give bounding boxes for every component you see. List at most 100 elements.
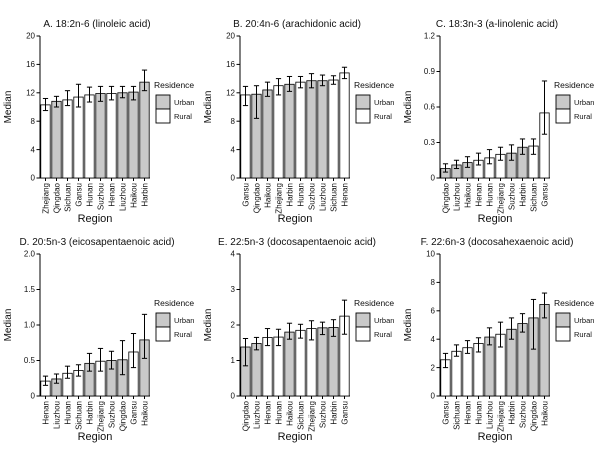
- category-label: Gansu: [340, 401, 349, 425]
- y-tick-label: 10: [426, 250, 435, 259]
- legend-title: Residence: [554, 80, 594, 90]
- y-tick-label: 3: [231, 285, 236, 294]
- y-tick-label: 20: [226, 32, 235, 41]
- bars: [240, 315, 350, 397]
- y-axis: 0 2 4 6 8 10: [426, 250, 441, 401]
- legend-key-urban: [155, 312, 171, 328]
- category-label: Hunan: [485, 183, 494, 207]
- category-label: Liuzhou: [252, 401, 261, 429]
- y-tick-label: 2: [231, 321, 236, 330]
- y-tick-label: 4: [231, 250, 236, 259]
- x-axis: Qingdao Liuzhou Haikou Henan Hunan Zhejiang Su…: [440, 177, 550, 214]
- bar-sichuan: [62, 99, 73, 179]
- category-label: Zhejiang: [274, 183, 283, 214]
- category-label: Liuzhou: [118, 183, 127, 211]
- category-label: Liuzhou: [318, 183, 327, 211]
- y-tick-label: 4: [431, 335, 436, 344]
- panel-b: B. 20:4n-6 (arachidonic acid) 0 4 8 12 16 20 Ga…: [200, 10, 400, 230]
- x-axis-label: Region: [78, 431, 113, 443]
- legend-key-urban: [355, 94, 371, 110]
- x-axis: Henan Liuzhou Hunan Sichuan Harbin Zhejiang Su…: [40, 395, 150, 432]
- panel-f: F. 22:6n-3 (docosahexaenoic acid) 0 2 4 6 8 10…: [400, 228, 600, 448]
- y-tick-label: 1.2: [424, 32, 436, 41]
- error-bars: [42, 69, 148, 112]
- bar-sichuan: [328, 79, 339, 179]
- category-label: Harbin: [285, 183, 294, 207]
- category-label: Haikou: [463, 183, 472, 208]
- chart-d: D. 20:5n-3 (eicosapentaenoic acid) 0 0.5 1.…: [3, 237, 194, 443]
- chart-b: B. 20:4n-6 (arachidonic acid) 0 4 8 12 16 20 Ga…: [203, 19, 394, 225]
- category-label: Harbin: [329, 401, 338, 425]
- x-axis: Zhejiang Qingdao Sichuan Gansu Hunan Suzhou He…: [40, 177, 150, 214]
- category-label: Harbin: [507, 401, 516, 425]
- y-tick-label: 0: [31, 392, 36, 401]
- bar-gansu: [240, 94, 251, 179]
- category-label: Sichuan: [529, 183, 538, 212]
- legend: Residence Urban Rural: [154, 298, 194, 342]
- y-axis: 0 4 8 12 16 20: [26, 32, 41, 183]
- y-tick-label: 4: [231, 145, 236, 154]
- x-axis-label: Region: [478, 213, 513, 225]
- category-label: Harbin: [85, 401, 94, 425]
- category-label: Henan: [107, 183, 116, 207]
- category-label: Suzhou: [518, 401, 527, 428]
- bar-liuzhou: [251, 343, 262, 397]
- bar-suzhou: [306, 80, 317, 179]
- y-axis-label: Median: [403, 309, 414, 342]
- bar-suzhou: [517, 323, 528, 397]
- y-tick-label: 2.0: [24, 250, 36, 259]
- category-label: Zhejiang: [496, 401, 505, 432]
- chart-title: A. 18:2n-6 (linoleic acid): [43, 19, 150, 30]
- category-label: Liuzhou: [52, 401, 61, 429]
- error-bars: [442, 292, 548, 369]
- legend-key-rural: [355, 108, 371, 124]
- y-tick-label: 2: [431, 363, 436, 372]
- legend-label: Rural: [374, 330, 392, 339]
- y-tick-label: 0: [431, 174, 436, 183]
- error-bars: [242, 299, 348, 367]
- category-label: Qingdao: [529, 400, 538, 431]
- category-label: Hunan: [85, 183, 94, 207]
- bar-haikou: [128, 91, 139, 179]
- category-label: Zhejiang: [96, 401, 105, 432]
- chart-title: E. 22:5n-3 (docosapentaenoic acid): [218, 237, 376, 248]
- category-label: Zhejiang: [41, 183, 50, 214]
- panel-d: D. 20:5n-3 (eicosapentaenoic acid) 0 0.5 1.…: [0, 228, 200, 448]
- legend-title: Residence: [354, 298, 394, 308]
- category-label: Qingdao: [252, 182, 261, 213]
- category-label: Suzhou: [96, 183, 105, 210]
- chart-e: E. 22:5n-3 (docosapentaenoic acid) 0 1 2 3 4 Q…: [203, 237, 394, 443]
- y-tick-label: 0.5: [24, 356, 36, 365]
- category-label: Suzhou: [507, 183, 516, 210]
- x-axis-label: Region: [278, 213, 313, 225]
- category-label: Gansu: [129, 401, 138, 425]
- y-tick-label: 16: [26, 60, 35, 69]
- bars: [40, 339, 150, 397]
- bar-henan: [462, 347, 473, 397]
- category-label: Suzhou: [307, 183, 316, 210]
- category-label: Gansu: [540, 183, 549, 207]
- bar-liuzhou: [484, 336, 495, 397]
- legend-label: Rural: [374, 112, 392, 121]
- legend-label: Rural: [174, 112, 192, 121]
- y-axis-label: Median: [3, 309, 14, 342]
- y-tick-label: 0.6: [424, 103, 436, 112]
- y-tick-label: 6: [431, 307, 436, 316]
- category-label: Haikou: [263, 183, 272, 208]
- x-axis: Gansu Qingdao Haikou Zhejiang Harbin Hunan Suz…: [240, 177, 350, 214]
- x-axis: Qingdao Liuzhou Henan Hunan Haikou Sichuan Zhe…: [240, 395, 350, 432]
- category-label: Suzhou: [318, 401, 327, 428]
- error-bars: [242, 66, 348, 119]
- bar-suzhou: [95, 93, 106, 179]
- y-tick-label: 16: [226, 60, 235, 69]
- category-label: Sichuan: [296, 401, 305, 430]
- category-label: Hunan: [274, 401, 283, 425]
- y-axis-label: Median: [403, 91, 414, 124]
- y-tick-label: 0: [231, 392, 236, 401]
- legend-key-rural: [155, 326, 171, 342]
- category-label: Qingdao: [118, 400, 127, 431]
- category-label: Sichuan: [63, 183, 72, 212]
- category-label: Gansu: [441, 401, 450, 425]
- category-label: Qingdao: [241, 400, 250, 431]
- category-label: Henan: [41, 401, 50, 425]
